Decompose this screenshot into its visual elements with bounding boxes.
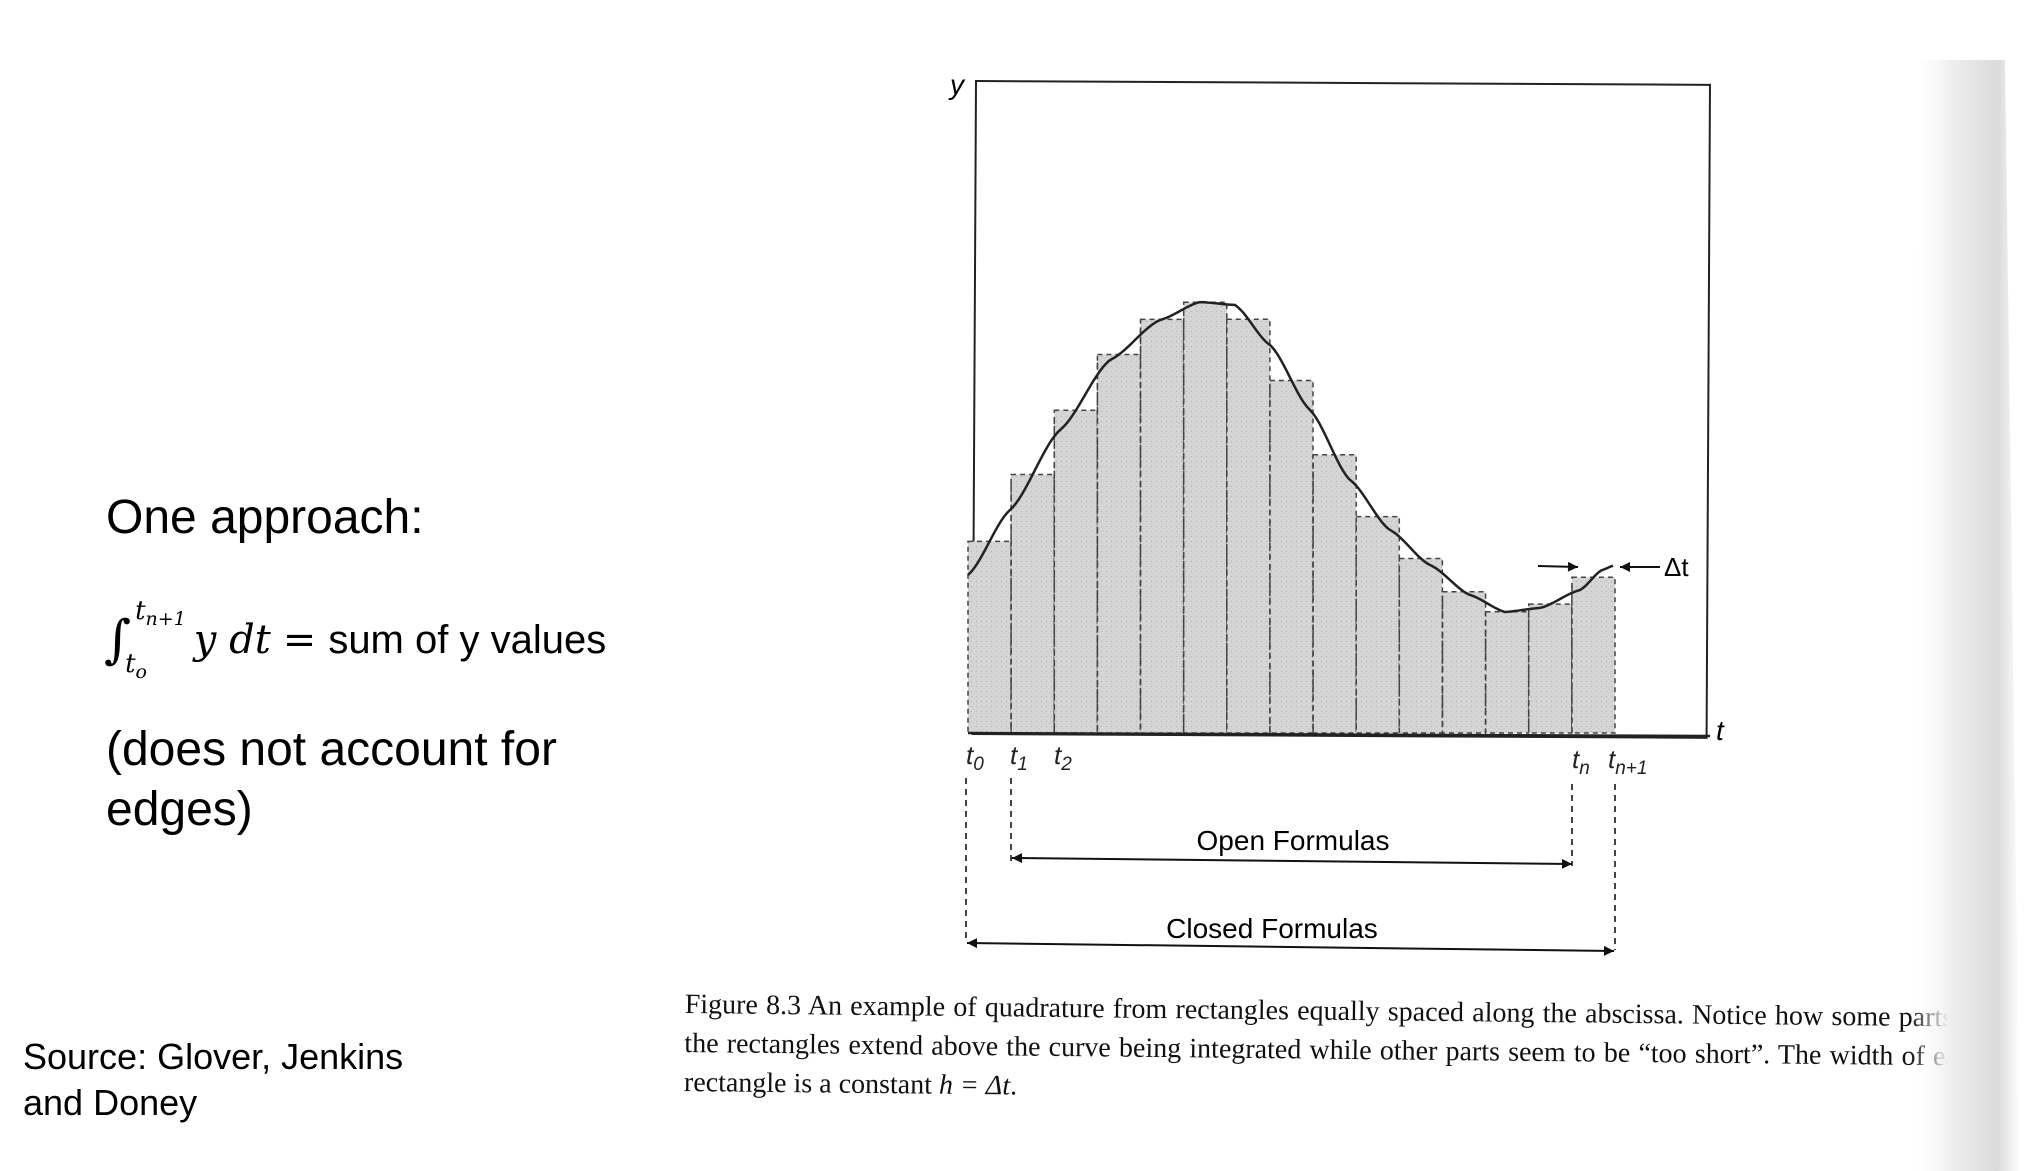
plot-frame bbox=[971, 79, 1711, 739]
y-axis-label: y bbox=[948, 69, 966, 100]
caption-math: h = Δt bbox=[938, 1069, 1011, 1102]
quadrature-rectangle bbox=[1355, 515, 1401, 734]
lower-limit: to bbox=[125, 651, 186, 682]
integrand: y dt bbox=[193, 617, 271, 663]
integral-sign: ∫ bbox=[104, 610, 132, 670]
rectangles-group bbox=[967, 301, 1616, 734]
quadrature-rectangle bbox=[1096, 353, 1142, 734]
open-formulas-arrow bbox=[1011, 853, 1573, 869]
upper-limit-sub: n+1 bbox=[145, 608, 186, 631]
equals-sign: = bbox=[282, 617, 317, 663]
tick-base: t bbox=[1010, 740, 1019, 770]
tick-base: t bbox=[1054, 740, 1063, 770]
tick-base: t bbox=[1572, 744, 1581, 774]
tick-base: t bbox=[1608, 744, 1617, 774]
integrand-curve bbox=[967, 300, 1614, 614]
tick-base: t bbox=[966, 740, 975, 770]
slide-note: (does not account for edges) bbox=[106, 723, 557, 836]
tick-label-t1: t1 bbox=[1010, 740, 1028, 775]
tick-sub: n bbox=[1579, 758, 1590, 779]
upper-limit-base: t bbox=[135, 596, 146, 626]
slide-heading: One approach: bbox=[106, 491, 424, 544]
tick-sub: 2 bbox=[1060, 754, 1072, 775]
quadrature-rectangle bbox=[1182, 301, 1228, 734]
quadrature-rectangle bbox=[1527, 603, 1573, 734]
quadrature-rectangle bbox=[1571, 576, 1616, 734]
tick-sub: n+1 bbox=[1615, 758, 1647, 779]
scan-shadow bbox=[1910, 0, 2041, 1171]
tick-sub: 0 bbox=[973, 754, 984, 775]
lower-limit-sub: o bbox=[135, 661, 147, 683]
rectangle-dividers bbox=[1010, 310, 1573, 733]
source-citation: Source: Glover, Jenkins and Doney bbox=[23, 1036, 404, 1123]
t-axis-line bbox=[967, 731, 1711, 738]
quadrature-rectangle bbox=[1269, 379, 1314, 734]
quadrature-rectangle bbox=[1139, 318, 1185, 734]
quadrature-rectangle bbox=[1312, 454, 1357, 734]
figure-caption: Figure 8.3 An example of quadrature from… bbox=[684, 985, 1985, 1116]
tick-label-t2: t2 bbox=[1054, 740, 1072, 775]
quadrature-rectangle bbox=[1010, 473, 1055, 734]
delta-t-label: Δt bbox=[1664, 552, 1689, 582]
integral-formula: ∫ tn+1 to y dt = sum of y values bbox=[104, 598, 606, 682]
lower-limit-base: t bbox=[125, 648, 136, 679]
quadrature-rectangle bbox=[1053, 409, 1099, 734]
caption-text: Figure 8.3 An example of quadrature from… bbox=[683, 988, 1985, 1101]
quadrature-rectangle bbox=[1398, 557, 1444, 734]
quadrature-rectangle bbox=[1484, 611, 1530, 734]
formula-rhs: sum of y values bbox=[328, 617, 607, 662]
caption-end: . bbox=[1009, 1070, 1018, 1102]
closed-formulas-arrow bbox=[966, 938, 1615, 956]
quadrature-rectangle bbox=[1226, 318, 1271, 734]
upper-limit: tn+1 bbox=[135, 598, 186, 629]
integral-limits: tn+1 to bbox=[125, 598, 186, 682]
t-axis-label: t bbox=[1716, 715, 1725, 746]
delta-arrow-left bbox=[1537, 561, 1579, 572]
open-formulas-label: Open Formulas bbox=[1197, 825, 1390, 856]
tick-sub: 1 bbox=[1017, 754, 1028, 775]
tick-label-tn1: tn+1 bbox=[1608, 744, 1647, 779]
closed-formulas-label: Closed Formulas bbox=[1166, 913, 1378, 944]
tick-label-tn: tn bbox=[1572, 744, 1590, 779]
quadrature-rectangle bbox=[967, 540, 1012, 734]
tick-label-t0: t0 bbox=[966, 740, 984, 775]
quadrature-rectangle bbox=[1441, 590, 1487, 734]
